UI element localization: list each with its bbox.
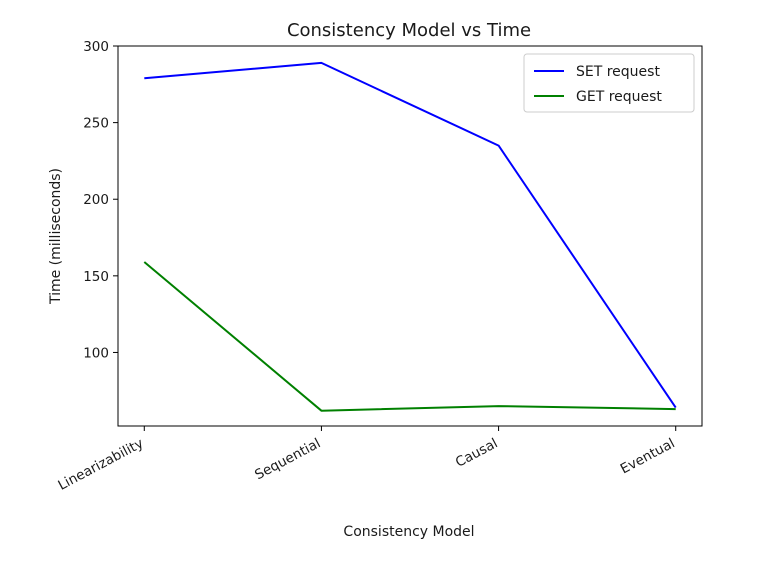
- data-point: [143, 77, 145, 79]
- x-tick-label: Causal: [453, 435, 501, 470]
- data-point: [498, 145, 500, 147]
- legend: SET request GET request: [523, 53, 695, 113]
- y-axis-label: Time (milliseconds): [48, 168, 64, 305]
- y-tick-label: 200: [83, 192, 109, 208]
- x-tick-label: Eventual: [618, 435, 678, 477]
- legend-entry: SET request: [576, 64, 660, 80]
- x-tick-label: Sequential: [252, 435, 323, 483]
- data-point: [498, 405, 500, 407]
- data-point: [320, 410, 322, 412]
- data-point: [320, 62, 322, 64]
- series-line-set-request: [144, 61, 677, 409]
- series-line-get-request: [143, 261, 676, 412]
- y-tick-label: 250: [83, 116, 109, 132]
- y-tick-label: 100: [83, 345, 109, 361]
- y-tick-label: 300: [83, 39, 109, 55]
- legend-box: [523, 53, 695, 113]
- legend-entry: GET request: [576, 89, 662, 105]
- chart-title: Consistency Model vs Time: [287, 20, 531, 41]
- y-tick-label: 150: [83, 269, 109, 285]
- x-tick-label: Linearizability: [55, 435, 146, 493]
- plot-frame: [117, 45, 703, 427]
- data-point: [675, 408, 677, 410]
- x-axis-label: Consistency Model: [343, 524, 474, 540]
- data-point: [143, 261, 145, 263]
